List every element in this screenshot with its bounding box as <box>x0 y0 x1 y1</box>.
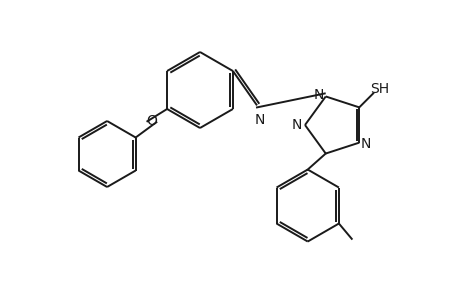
Text: N: N <box>313 88 323 103</box>
Text: N: N <box>254 113 264 128</box>
Text: SH: SH <box>369 82 388 96</box>
Text: O: O <box>146 114 157 128</box>
Text: N: N <box>291 118 302 132</box>
Text: N: N <box>360 136 371 151</box>
